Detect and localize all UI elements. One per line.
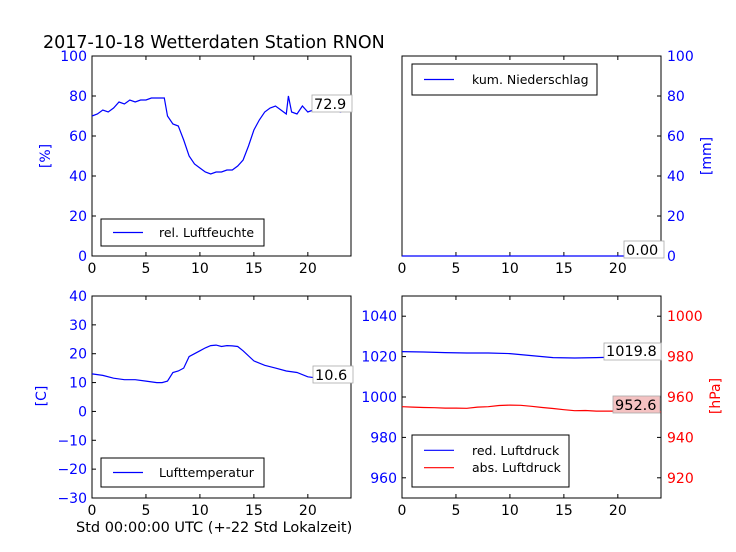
y-tick-label: −30: [57, 491, 87, 507]
y-tick-label: 40: [667, 169, 685, 185]
y-tick-label: 40: [69, 169, 87, 185]
y-tick-label: 920: [667, 471, 694, 487]
figure-xlabel: Std 00:00:00 UTC (+-22 Std Lokalzeit): [76, 520, 352, 536]
x-tick-label: 20: [299, 503, 317, 519]
legend-label: Lufttemperatur: [159, 465, 255, 480]
x-tick-label: 20: [299, 261, 317, 277]
y-tick-label: 100: [60, 49, 87, 65]
y-tick-label: 0: [78, 249, 87, 265]
x-tick-label: 0: [398, 261, 407, 277]
x-tick-label: 0: [88, 503, 97, 519]
y-tick-label: 80: [667, 89, 685, 105]
y-tick-label: 10: [69, 376, 87, 392]
y-tick-label: 0: [78, 404, 87, 420]
y-tick-label: 20: [69, 347, 87, 363]
y-tick-label: 30: [69, 318, 87, 334]
y-tick-label: 940: [667, 430, 694, 446]
y-tick-label: 60: [667, 129, 685, 145]
value-label-box: [312, 365, 354, 384]
x-tick-label: 5: [451, 261, 460, 277]
series-rel-luftfeuchte: [91, 95, 352, 175]
y-tick-label: 1000: [667, 309, 703, 325]
x-tick-label: 0: [88, 261, 97, 277]
y-tick-label: 960: [370, 471, 397, 487]
x-tick-label: 20: [609, 503, 627, 519]
y-axis-label-right: [hPa]: [708, 378, 724, 414]
y-tick-label: 1040: [361, 309, 397, 325]
subplot-2: 0 20 40 60 80 100 0 5 10 15 20 0.00 [mm] kum. Nieders…: [398, 49, 715, 277]
x-tick-label: 10: [191, 503, 209, 519]
y-tick-label: 100: [667, 49, 694, 65]
y-tick-label: 0: [667, 249, 676, 265]
y-axis-label: [C]: [34, 386, 50, 407]
legend-label: red. Luftdruck: [472, 443, 560, 458]
series-lufttemperatur: [91, 344, 352, 384]
y-tick-label: −20: [57, 462, 87, 478]
x-tick-label: 5: [141, 503, 150, 519]
x-tick-label: 15: [555, 503, 573, 519]
x-tick-label: 15: [245, 503, 263, 519]
x-tick-label: 5: [451, 503, 460, 519]
y-tick-label: 980: [667, 350, 694, 366]
y-tick-label: 80: [69, 89, 87, 105]
y-tick-label: −10: [57, 433, 87, 449]
legend-label: kum. Niederschlag: [472, 72, 589, 87]
subplot-4: 960 980 1000 1020 1040 920 940 960 980 1000 0 5 10 15…: [361, 295, 724, 519]
x-tick-label: 10: [501, 261, 519, 277]
value-label: 1019.8: [606, 344, 657, 360]
subplot-3: −30 −20 −10 0 10 20 30 40 0 5 10 15 20 10.6 [C] Lufttem…: [34, 289, 354, 519]
legend-label: rel. Luftfeuchte: [159, 225, 254, 240]
x-tick-label: 0: [398, 503, 407, 519]
y-tick-label: 960: [667, 390, 694, 406]
value-label: 952.6: [615, 398, 657, 414]
figure-title: 2017-10-18 Wetterdaten Station RNON: [43, 33, 385, 53]
y-tick-label: 1020: [361, 350, 397, 366]
legend-box: [411, 434, 570, 488]
y-tick-label: 1000: [361, 390, 397, 406]
y-tick-label: 40: [69, 289, 87, 305]
y-tick-label: 20: [667, 209, 685, 225]
y-tick-label: 980: [370, 430, 397, 446]
x-tick-label: 15: [555, 261, 573, 277]
y-tick-label: 60: [69, 129, 87, 145]
value-label-box: [623, 240, 665, 259]
value-label: 10.6: [315, 368, 347, 384]
legend-label: abs. Luftdruck: [472, 460, 562, 475]
value-label-box: [311, 94, 353, 113]
x-tick-label: 15: [245, 261, 263, 277]
subplot-1: 0 20 40 60 80 100 0 5 10 15 20 72.9 [%] rel. Luftfeuc…: [38, 49, 353, 277]
x-tick-label: 5: [141, 261, 150, 277]
y-tick-label: 20: [69, 209, 87, 225]
x-tick-label: 10: [191, 261, 209, 277]
x-tick-label: 20: [609, 261, 627, 277]
value-label: 72.9: [314, 97, 346, 113]
value-label: 0.00: [626, 243, 658, 259]
y-axis-label: [mm]: [699, 137, 715, 175]
y-axis-label: [%]: [38, 144, 54, 168]
x-tick-label: 10: [501, 503, 519, 519]
value-label-box: [612, 395, 661, 414]
value-label-box: [603, 342, 662, 361]
